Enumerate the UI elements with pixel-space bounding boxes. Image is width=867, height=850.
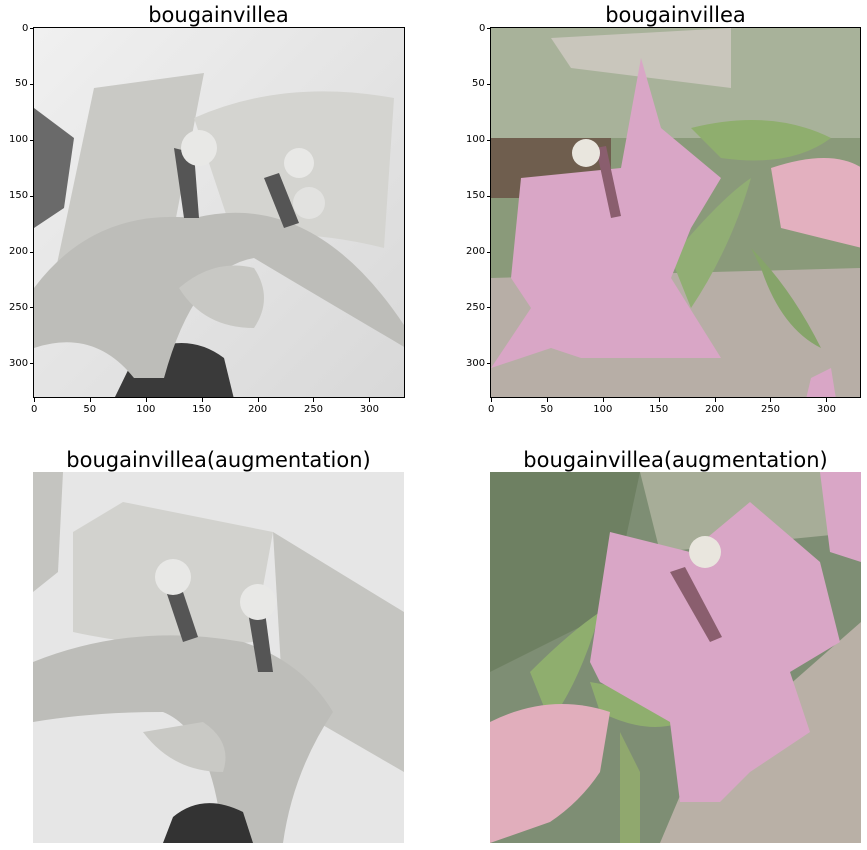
y-tick-mark [30,139,34,141]
y-tick-mark [487,28,491,29]
y-tick-mark [30,307,34,309]
x-tick-label: 300 [359,404,379,415]
y-tick-mark [487,251,491,253]
y-tick-label: 300 [9,357,29,369]
x-tick-label: 150 [192,404,212,415]
y-tick-mark [30,28,34,29]
y-tick-label: 100 [9,134,29,146]
y-tick-label: 200 [9,246,29,258]
y-tick-label: 0 [479,22,486,34]
y-tick-mark [487,83,491,85]
x-tick-label: 50 [540,404,554,415]
color-augmented-flower-image [490,472,861,843]
y-tick-label: 200 [466,246,486,258]
image-panel-4 [490,472,861,843]
x-tick-mark [369,398,371,402]
x-tick-label: 150 [649,404,669,415]
y-tick-mark [30,363,34,365]
x-tick-mark [201,398,203,402]
y-tick-mark [487,139,491,141]
y-tick-mark [30,251,34,253]
x-tick-mark [34,398,35,402]
y-tick-label: 150 [9,190,29,202]
x-tick-mark [826,398,828,402]
y-tick-label: 50 [472,78,485,90]
x-tick-label: 100 [136,404,156,415]
y-tick-mark [30,195,34,197]
x-tick-mark [145,398,147,402]
y-tick-label: 0 [22,22,29,34]
panel-title-3: bougainvillea(augmentation) [66,448,371,472]
x-tick-label: 300 [816,404,836,415]
panel-title-4: bougainvillea(augmentation) [523,448,828,472]
x-tick-mark [257,398,259,402]
y-tick-label: 250 [9,301,29,313]
y-tick-label: 150 [466,190,486,202]
panel-title-1: bougainvillea [148,3,289,27]
x-tick-label: 50 [83,404,97,415]
x-tick-label: 0 [488,404,495,415]
grayscale-flower-image [34,28,404,397]
panel-title-2: bougainvillea [605,3,746,27]
x-tick-label: 200 [248,404,268,415]
x-tick-label: 200 [705,404,725,415]
image-panel-3 [33,472,404,843]
y-tick-mark [30,83,34,85]
y-tick-label: 50 [15,78,28,90]
grayscale-augmented-flower-image [33,472,404,843]
y-tick-mark [487,195,491,197]
x-tick-mark [491,398,492,402]
x-tick-mark [602,398,604,402]
x-tick-mark [770,398,772,402]
x-tick-label: 0 [31,404,38,415]
y-tick-mark [487,363,491,365]
color-flower-image [491,28,860,397]
x-tick-mark [89,398,91,402]
x-tick-mark [313,398,315,402]
image-panel-2 [490,27,861,398]
x-tick-mark [658,398,660,402]
y-tick-mark [487,307,491,309]
y-tick-label: 250 [466,301,486,313]
y-tick-label: 300 [466,357,486,369]
y-tick-label: 100 [466,134,486,146]
x-tick-label: 250 [303,404,324,415]
x-tick-label: 100 [593,404,613,415]
x-tick-mark [546,398,548,402]
x-tick-label: 250 [760,404,781,415]
image-panel-1 [33,27,405,398]
x-tick-mark [714,398,716,402]
